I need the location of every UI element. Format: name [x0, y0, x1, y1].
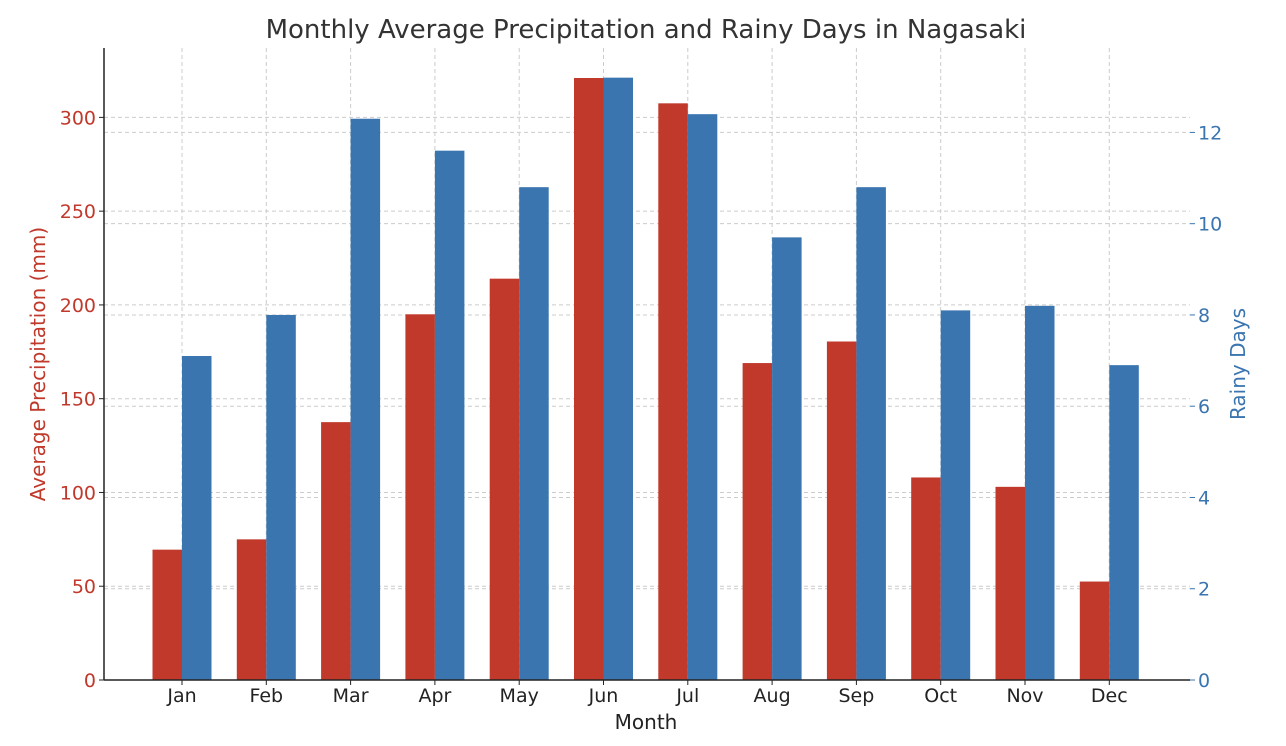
bar-precipitation-apr [405, 314, 435, 680]
x-tick-label: Aug [754, 685, 791, 707]
bar-rainy-days-may [519, 187, 549, 681]
bar-precipitation-aug [742, 363, 773, 680]
x-tick-label: Nov [1006, 685, 1043, 707]
bar-precipitation-may [489, 278, 520, 680]
bar-precipitation-jul [658, 103, 688, 681]
bar-rainy-days-aug [772, 237, 802, 681]
bar-rainy-days-nov [1025, 305, 1055, 680]
bar-rainy-days-sep [856, 187, 886, 681]
bar-rainy-days-jan [182, 356, 212, 680]
left-y-tick-label: 0 [84, 670, 96, 692]
bars-layer [152, 77, 1139, 681]
left-y-tick-label: 250 [60, 201, 96, 223]
right-y-tick-label: 0 [1198, 670, 1210, 692]
bar-rainy-days-apr [434, 150, 465, 680]
right-y-tick-label: 2 [1198, 579, 1210, 601]
x-tick-label: Dec [1091, 685, 1128, 707]
x-tick-label: Oct [924, 685, 957, 707]
ticks-layer: Jan Feb Mar Apr May Jun Jul Aug Sep Oct Nov Dec 0 50 1… [60, 107, 1222, 707]
bar-rainy-days-oct [940, 310, 971, 680]
left-y-tick-label: 300 [60, 107, 96, 129]
bar-rainy-days-jul [687, 114, 718, 680]
left-y-axis-label: Average Precipitation (mm) [26, 227, 50, 501]
x-tick-label: Feb [249, 685, 283, 707]
axes-layer [103, 48, 1190, 681]
left-y-tick-label: 50 [72, 576, 96, 598]
bar-precipitation-mar [321, 422, 351, 680]
x-tick-label: Jan [166, 685, 196, 707]
bar-precipitation-nov [995, 486, 1025, 680]
left-y-tick-label: 100 [60, 482, 96, 504]
bar-precipitation-oct [911, 477, 941, 680]
bar-rainy-days-feb [266, 314, 296, 680]
x-tick-label: Jul [675, 685, 699, 707]
x-tick-label: Sep [838, 685, 874, 707]
bar-rainy-days-jun [603, 77, 633, 681]
right-y-tick-label: 10 [1198, 214, 1222, 236]
x-tick-label: Jun [588, 685, 619, 707]
bar-rainy-days-dec [1109, 365, 1139, 680]
left-y-tick-label: 200 [60, 295, 96, 317]
right-y-tick-label: 8 [1198, 305, 1210, 327]
bar-rainy-days-mar [350, 118, 381, 680]
x-tick-label: Mar [333, 685, 369, 707]
x-tick-label: Apr [418, 685, 451, 707]
x-tick-label: May [500, 685, 539, 707]
right-y-tick-label: 12 [1198, 122, 1222, 144]
right-y-tick-label: 6 [1198, 396, 1210, 418]
bar-precipitation-dec [1079, 581, 1110, 680]
x-axis-label: Month [615, 710, 678, 734]
right-y-tick-label: 4 [1198, 487, 1210, 509]
left-y-tick-label: 150 [60, 389, 96, 411]
bar-precipitation-jan [152, 549, 182, 680]
right-y-axis-label: Rainy Days [1226, 308, 1250, 420]
bar-precipitation-feb [236, 539, 267, 680]
bar-precipitation-sep [826, 341, 857, 680]
bar-precipitation-jun [574, 78, 604, 681]
chart-title: Monthly Average Precipitation and Rainy … [266, 15, 1027, 45]
